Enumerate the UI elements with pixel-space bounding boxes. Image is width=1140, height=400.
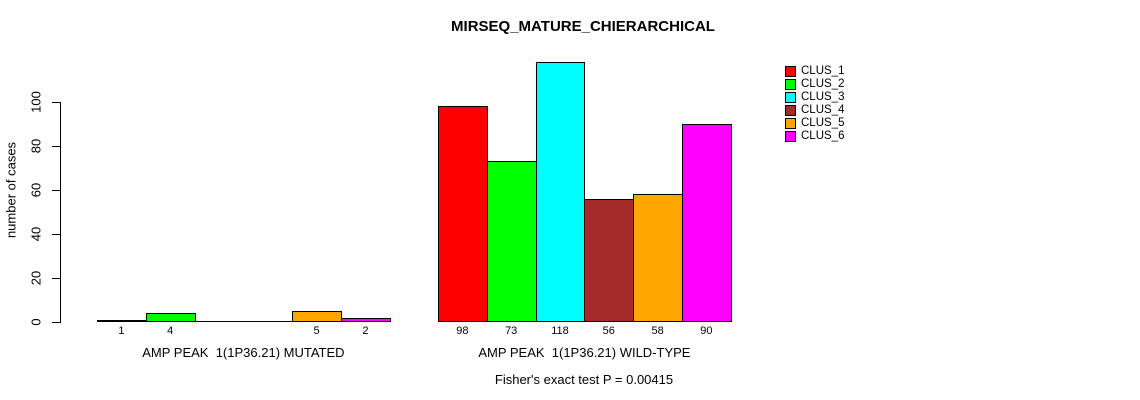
bar-clus_6-group2 <box>682 124 732 322</box>
bar-clus_4-group1 <box>243 321 294 322</box>
y-axis-line <box>60 102 61 323</box>
y-tick-label: 80 <box>28 138 44 154</box>
bar-value-label: 2 <box>362 325 369 337</box>
bar-value-label: 98 <box>456 325 469 337</box>
legend-label: CLUS_2 <box>801 78 845 90</box>
bar-clus_1-group1 <box>97 319 147 322</box>
y-tick-mark <box>52 278 60 279</box>
legend-swatch-clus_5 <box>785 118 796 129</box>
bar-clus_5-group1 <box>292 311 342 322</box>
bar-value-label: 56 <box>602 325 615 337</box>
bar-value-label: 90 <box>700 325 713 337</box>
y-axis-label: number of cases <box>3 141 19 239</box>
y-tick-label: 40 <box>28 226 44 242</box>
bar-value-label: 118 <box>551 325 569 337</box>
legend-label: CLUS_5 <box>801 117 845 129</box>
legend-label: CLUS_6 <box>801 130 845 142</box>
y-tick-label: 100 <box>28 91 44 113</box>
bar-clus_5-group2 <box>633 194 683 322</box>
y-tick-mark <box>52 322 60 323</box>
bar-value-label: 4 <box>167 325 174 337</box>
fisher-test-annotation: Fisher's exact test P = 0.00415 <box>494 372 674 387</box>
group-axis-label: AMP PEAK 1(1P36.21) WILD-TYPE <box>478 345 691 360</box>
bar-value-label: 73 <box>505 325 518 337</box>
group-axis-label: AMP PEAK 1(1P36.21) MUTATED <box>142 345 345 360</box>
legend-swatch-clus_4 <box>785 105 796 116</box>
y-tick-mark <box>52 146 60 147</box>
legend-label: CLUS_4 <box>801 104 845 116</box>
legend-swatch-clus_1 <box>785 66 796 77</box>
bar-clus_3-group2 <box>535 62 586 322</box>
legend-swatch-clus_6 <box>785 131 796 142</box>
y-tick-mark <box>52 102 60 103</box>
bar-value-label: 58 <box>651 325 664 337</box>
bar-clus_1-group2 <box>438 106 488 322</box>
legend-swatch-clus_3 <box>785 92 796 103</box>
bar-value-label: 5 <box>313 325 320 337</box>
legend-swatch-clus_2 <box>785 79 796 90</box>
bar-clus_2-group2 <box>486 161 537 322</box>
bar-clus_3-group1 <box>194 321 245 322</box>
bar-clus_4-group2 <box>584 198 635 322</box>
y-tick-label: 0 <box>28 318 44 326</box>
legend-label: CLUS_3 <box>801 91 845 103</box>
y-tick-label: 60 <box>28 182 44 198</box>
y-tick-mark <box>52 190 60 191</box>
y-tick-mark <box>52 234 60 235</box>
y-tick-label: 20 <box>28 270 44 286</box>
bar-clus_6-group1 <box>341 317 391 322</box>
bar-clus_2-group1 <box>145 313 196 322</box>
bar-value-label: 1 <box>118 325 125 337</box>
chart-title: MIRSEQ_MATURE_CHIERARCHICAL <box>451 18 715 35</box>
legend-label: CLUS_1 <box>801 65 845 77</box>
